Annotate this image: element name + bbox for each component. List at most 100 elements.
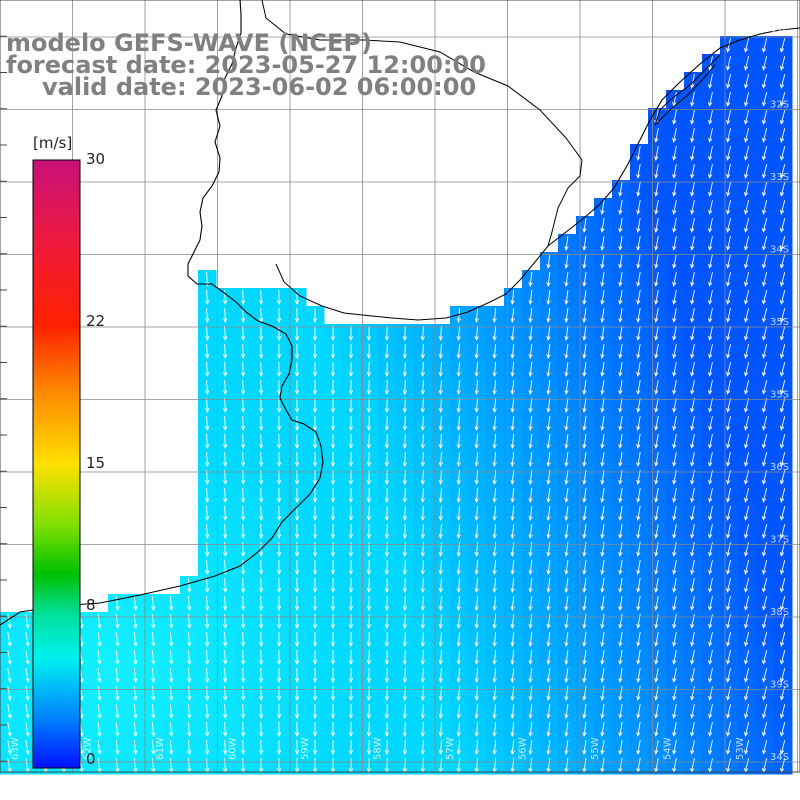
wind-arrow (312, 577, 318, 594)
wind-arrow (294, 451, 300, 468)
wind-arrow (672, 650, 677, 665)
wind-arrow (690, 650, 695, 665)
wind-arrow (654, 506, 659, 521)
wind-arrow (474, 433, 479, 450)
wind-arrow (258, 361, 264, 378)
wind-arrow (241, 415, 246, 432)
wind-arrow (600, 452, 605, 467)
wind-arrow (25, 722, 30, 737)
wind-arrow (492, 559, 497, 575)
wind-arrow (241, 559, 246, 576)
wind-arrow (744, 146, 750, 161)
wind-arrow (384, 685, 390, 702)
wind-arrow (780, 362, 786, 377)
wind-arrow (762, 164, 768, 179)
wind-arrow (600, 380, 605, 395)
wind-arrow (708, 110, 713, 125)
wind-arrow (636, 182, 641, 197)
wind-arrow (582, 704, 587, 719)
wind-arrow (258, 739, 264, 756)
wind-arrow (726, 740, 731, 755)
wind-arrow (582, 614, 587, 629)
wind-arrow (600, 614, 605, 629)
longitude-label: 63W (10, 737, 21, 760)
wind-arrow (708, 272, 713, 287)
wind-arrow (528, 595, 533, 611)
wind-arrow (510, 361, 515, 377)
wind-arrow (582, 686, 587, 701)
wind-arrow (169, 739, 174, 756)
wind-arrow (762, 92, 768, 107)
wind-arrow (456, 703, 461, 720)
wind-arrow (438, 685, 443, 702)
wind-arrow (366, 505, 372, 522)
wind-arrow (762, 146, 768, 161)
wind-arrow (762, 632, 768, 647)
wind-arrow (456, 379, 461, 396)
wind-arrow (618, 380, 623, 395)
wind-arrow (672, 110, 677, 125)
wind-arrow (330, 397, 336, 414)
wind-arrow (115, 667, 120, 683)
wind-arrow (420, 361, 425, 378)
wind-arrow (582, 326, 587, 341)
wind-arrow (636, 254, 641, 269)
wind-arrow (294, 397, 300, 414)
wind-arrow (546, 487, 551, 503)
wind-arrow (654, 578, 659, 593)
wind-arrow (438, 397, 443, 414)
wind-arrow (438, 361, 443, 378)
wind-arrow (600, 740, 605, 755)
wind-arrow (690, 344, 695, 359)
wind-arrow (115, 613, 120, 629)
wind-arrow (744, 74, 750, 89)
wind-arrow (474, 487, 479, 504)
wind-arrow (492, 685, 497, 701)
wind-arrow (762, 452, 768, 467)
wind-arrow (133, 649, 138, 665)
wind-arrow (528, 721, 533, 737)
wind-arrow (492, 721, 497, 737)
wind-arrow (205, 487, 210, 504)
latitude-label: 37S (770, 535, 789, 546)
wind-arrow (654, 416, 659, 431)
wind-arrow (312, 703, 318, 720)
wind-arrow (780, 506, 786, 521)
wind-arrow (600, 200, 605, 215)
wind-arrow (636, 362, 641, 377)
wind-arrow (762, 56, 768, 71)
wind-arrow (636, 596, 641, 611)
wind-arrow (294, 685, 300, 702)
wind-arrow (187, 649, 192, 666)
wind-arrow (312, 307, 318, 324)
wind-arrow (726, 650, 731, 665)
wind-arrow (708, 686, 713, 701)
wind-arrow (492, 667, 497, 683)
wind-arrow (205, 613, 210, 630)
wind-arrow (672, 308, 677, 323)
wind-arrow (402, 451, 407, 468)
wind-arrow (708, 308, 713, 323)
wind-arrow (672, 686, 677, 701)
wind-arrow (582, 362, 587, 377)
wind-arrow (780, 200, 786, 215)
wind-arrow (780, 416, 786, 431)
wind-arrow (456, 325, 461, 342)
wind-arrow (330, 685, 336, 702)
wind-arrow (276, 361, 282, 378)
wind-arrow (187, 595, 192, 612)
wind-arrow (169, 667, 174, 684)
wind-arrow (546, 343, 551, 359)
wind-arrow (456, 685, 461, 702)
wind-arrow (348, 325, 354, 342)
wind-arrow (564, 434, 569, 449)
wind-arrow (420, 415, 425, 432)
wind-arrow (690, 110, 695, 125)
wind-arrow (384, 631, 390, 648)
wind-arrow (780, 596, 786, 611)
wind-arrow (762, 668, 768, 683)
wind-arrow (726, 434, 731, 449)
wind-arrow (600, 416, 605, 431)
wind-arrow (654, 650, 659, 665)
wind-arrow (636, 686, 641, 701)
